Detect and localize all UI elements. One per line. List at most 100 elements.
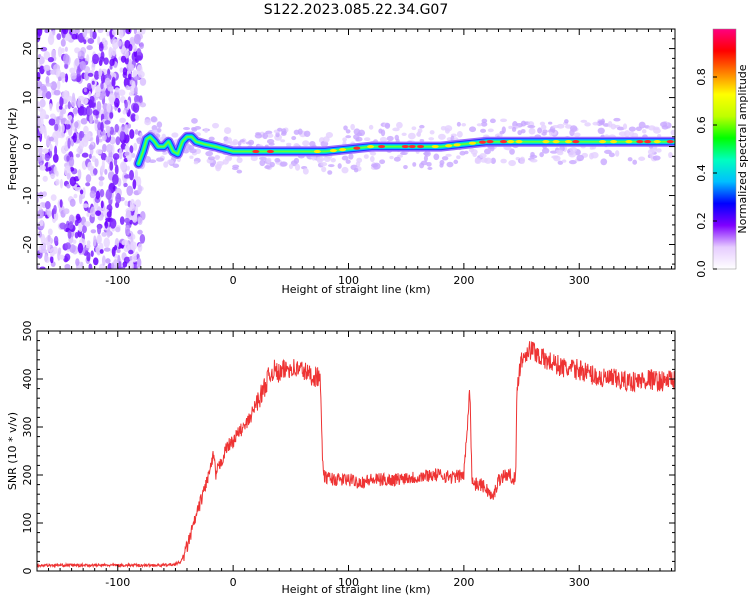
spectrogram-halo-speck [293, 157, 300, 164]
spectrogram-hot-spot [666, 140, 674, 144]
spectrogram-halo-speck [231, 166, 239, 171]
spectrogram-noise-speck [57, 46, 63, 58]
spectrogram-noise-speck [127, 123, 132, 129]
spectrogram-noise-speck [60, 38, 66, 47]
spectrogram-noise-speck [49, 173, 56, 179]
spectrogram-noise-speck [76, 148, 80, 153]
spectrogram-noise-speck [133, 94, 141, 104]
spectrogram-halo-speck [584, 122, 591, 127]
spectrogram-halo-speck [267, 133, 274, 138]
spectrogram-noise-speck [64, 34, 71, 41]
spectrogram-noise-speck [61, 91, 67, 99]
spectrogram-noise-speck [122, 261, 128, 268]
spectrogram-noise-speck [77, 98, 82, 108]
spectrogram-noise-speck [115, 136, 121, 146]
spectrogram-halo-speck [527, 124, 536, 129]
spectrogram-x-tick-label: 0 [230, 274, 237, 287]
spectrogram-noise-speck [43, 50, 51, 60]
spectrogram-halo-speck [528, 127, 536, 135]
spectrogram-noise-speck [39, 165, 47, 171]
spectrogram-halo-speck [380, 129, 386, 137]
spectrogram-hot-spot [329, 149, 337, 153]
spectrogram-noise-speck [94, 121, 98, 132]
spectrogram-halo-speck [337, 163, 342, 169]
spectrogram-halo-speck [223, 127, 232, 134]
spectrogram-x-ticks: -100 0 100 200 300 [36, 29, 673, 287]
spectrogram-hot-spot [653, 140, 661, 144]
spectrogram-noise-speck [87, 131, 91, 138]
spectrogram-noise-speck [53, 235, 59, 245]
spectrogram-halo-speck [670, 129, 675, 136]
spectrogram-noise-speck [118, 89, 126, 97]
spectrogram-halo-speck [341, 166, 349, 174]
spectrogram-noise-speck [106, 211, 112, 218]
spectrogram-noise-speck [73, 193, 78, 199]
spectrogram-noise-speck [135, 55, 143, 61]
spectrogram-noise-speck [124, 100, 128, 109]
spectrogram-noise-speck [132, 103, 140, 113]
spectrogram-halo-speck [483, 148, 491, 155]
spectrogram-noise-speck [91, 63, 96, 71]
spectrogram-noise-speck [84, 221, 91, 227]
spectrogram-noise-speck [60, 118, 66, 123]
spectrogram-halo-speck [368, 124, 374, 130]
spectrogram-noise-speck [48, 118, 56, 126]
spectrogram-band [137, 136, 675, 165]
spectrogram-noise-speck [37, 71, 41, 82]
spectrogram-noise-speck [82, 187, 86, 197]
spectrogram-noise-speck [134, 205, 139, 217]
spectrogram-noise-speck [64, 63, 69, 69]
spectrogram-noise-speck [133, 142, 138, 152]
spectrogram-halo-speck [463, 150, 469, 155]
spectrogram-halo-speck [294, 163, 301, 171]
spectrogram-noise-speck [121, 239, 129, 246]
spectrogram-halo-speck [520, 128, 526, 134]
spectrogram-noise-speck [94, 119, 99, 124]
spectrogram-noise-speck [78, 194, 83, 205]
spectrogram-halo-speck [320, 162, 328, 167]
spectrogram-noise-speck [89, 29, 93, 39]
spectrogram-halo-speck [508, 125, 513, 129]
spectrogram-noise-speck [80, 118, 88, 125]
spectrogram-halo-speck [279, 161, 288, 167]
spectrogram-noise-speck [131, 153, 136, 158]
spectrogram-noise-speck [131, 80, 136, 89]
spectrogram-halo-speck [209, 162, 215, 168]
spectrogram-halo-speck [330, 157, 336, 163]
spectrogram-halo-speck [269, 161, 275, 168]
spectrogram-halo-speck [592, 121, 599, 126]
spectrogram-halo-speck [539, 152, 544, 158]
spectrogram-y-tick-label: -10 [21, 187, 34, 205]
spectrogram-noise-speck [131, 253, 137, 263]
spectrogram-noise-speck [128, 169, 134, 181]
spectrogram-halo-speck [356, 157, 363, 163]
spectrogram-noise-speck [96, 101, 102, 112]
spectrogram-halo-speck [293, 129, 300, 135]
spectrogram-noise-speck [86, 107, 93, 116]
spectrogram-halo-speck [266, 157, 272, 164]
spectrogram-noise-speck [82, 203, 89, 208]
snr-x-axis-label: Height of straight line (km) [281, 583, 430, 596]
spectrogram-noise-speck [52, 153, 59, 163]
spectrogram-noise-speck [39, 219, 44, 227]
spectrogram-y-axis-label: Frequency (Hz) [6, 108, 19, 191]
spectrogram-halo-speck [568, 151, 577, 158]
spectrogram-halo-speck [412, 162, 417, 167]
spectrogram-halo-speck [622, 123, 628, 130]
spectrogram-halo-speck [556, 150, 564, 156]
spectrogram-halo-speck [309, 140, 316, 147]
spectrogram-noise-speck [101, 231, 107, 237]
spectrogram-noise-speck [103, 237, 110, 248]
spectrogram-noise-speck [38, 56, 45, 65]
spectrogram-halo-speck [193, 160, 199, 165]
spectrogram-halo-speck [356, 132, 363, 137]
spectrogram-noise-speck [123, 182, 128, 188]
spectrogram-noise-speck [139, 132, 143, 140]
snr-y-tick-label: 500 [21, 321, 34, 342]
spectrogram-noise-speck [134, 33, 141, 45]
spectrogram-noise-speck [83, 39, 87, 45]
spectrogram-halo-speck [156, 157, 165, 162]
spectrogram-noise-speck [59, 178, 63, 189]
spectrogram-x-axis-label: Height of straight line (km) [281, 283, 430, 296]
spectrogram-halo-speck [215, 164, 221, 172]
